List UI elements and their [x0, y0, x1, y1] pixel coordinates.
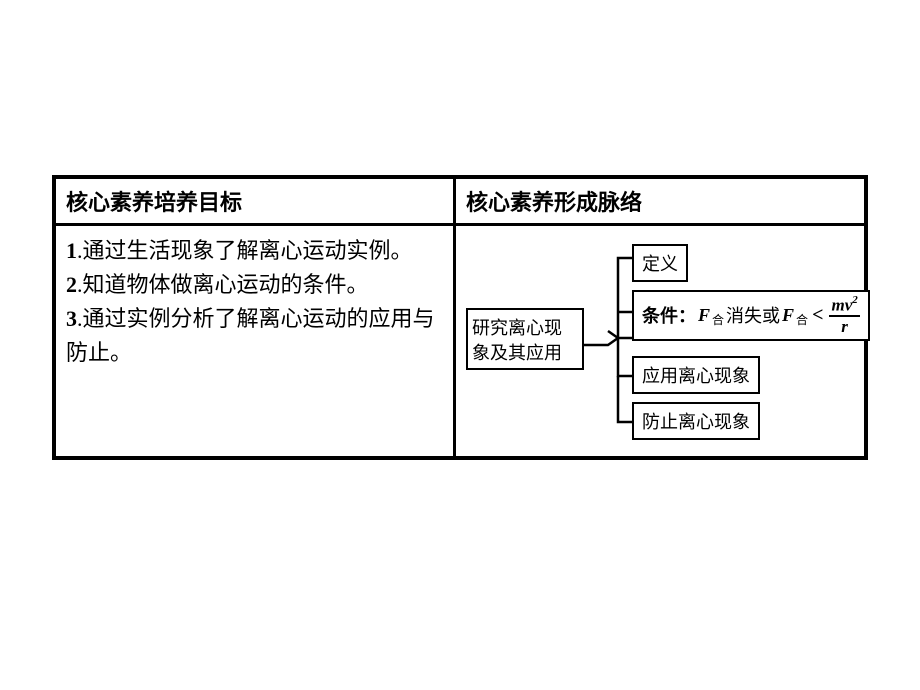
goals-cell: 1.通过生活现象了解离心运动实例。 2.知道物体做离心运动的条件。 3.通过实例…: [56, 226, 456, 456]
child4-text: 防止离心现象: [642, 408, 750, 434]
diagram-child-definition: 定义: [632, 244, 688, 282]
header-right: 核心素养形成脉络: [456, 179, 864, 223]
child1-text: 定义: [642, 250, 678, 276]
header-left: 核心素养培养目标: [56, 179, 456, 223]
bracket-icon: [584, 242, 634, 438]
diagram-child-condition: 条件： F合 消失或 F合 < mv2 r: [632, 290, 870, 341]
diagram: 研究离心现 象及其应用 定义 条件： F合: [466, 236, 856, 446]
condition-formula: 条件： F合 消失或 F合 < mv2 r: [642, 296, 860, 335]
goal-1-text: .通过生活现象了解离心运动实例。: [77, 238, 413, 263]
header-row: 核心素养培养目标 核心素养形成脉络: [56, 179, 864, 226]
child3-text: 应用离心现象: [642, 362, 750, 388]
main-table: 核心素养培养目标 核心素养形成脉络 1.通过生活现象了解离心运动实例。 2.知道…: [52, 175, 868, 460]
goal-2: 2.知道物体做离心运动的条件。: [66, 268, 443, 302]
body-row: 1.通过生活现象了解离心运动实例。 2.知道物体做离心运动的条件。 3.通过实例…: [56, 226, 864, 456]
less-than-sign: <: [812, 304, 823, 327]
F-symbol-1: F: [698, 305, 710, 326]
fraction: mv2 r: [829, 296, 859, 335]
goal-2-text: .知道物体做离心运动的条件。: [77, 272, 369, 297]
diagram-child-prevention: 防止离心现象: [632, 402, 760, 440]
goal-2-num: 2: [66, 272, 77, 297]
F-sub-2: 合: [796, 311, 808, 328]
fraction-numerator: mv2: [829, 296, 859, 317]
goal-3-text: .通过实例分析了解离心运动的应用与防止。: [66, 306, 435, 365]
condition-label: 条件：: [642, 302, 696, 328]
root-line1: 研究离心现: [472, 318, 562, 338]
fraction-denominator: r: [841, 317, 848, 335]
root-line2: 象及其应用: [472, 343, 562, 363]
diagram-root: 研究离心现 象及其应用: [466, 308, 584, 370]
F-symbol-2: F: [782, 305, 794, 326]
F-sub-1: 合: [712, 311, 724, 328]
goal-1-num: 1: [66, 238, 77, 263]
goal-3: 3.通过实例分析了解离心运动的应用与防止。: [66, 302, 443, 370]
disappear-text: 消失或: [726, 302, 780, 328]
goal-1: 1.通过生活现象了解离心运动实例。: [66, 234, 443, 268]
goal-3-num: 3: [66, 306, 77, 331]
diagram-cell: 研究离心现 象及其应用 定义 条件： F合: [456, 226, 864, 456]
diagram-child-application: 应用离心现象: [632, 356, 760, 394]
